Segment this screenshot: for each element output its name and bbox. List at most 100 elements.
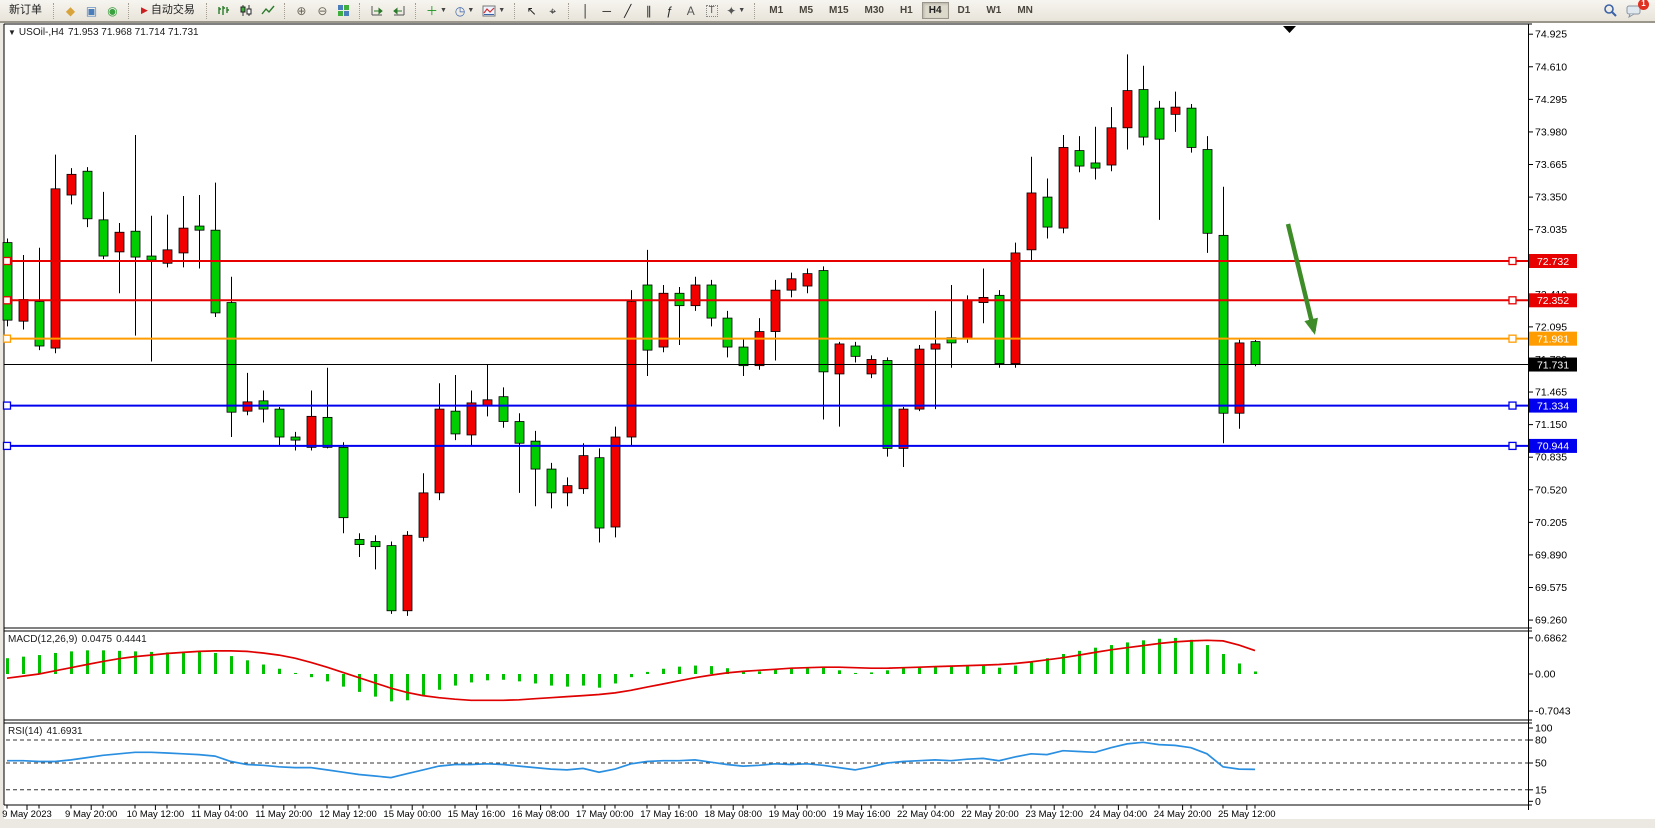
- bear-candle: [98, 219, 109, 257]
- price-tag: [1529, 438, 1577, 453]
- macd-histogram-bar: [758, 671, 761, 674]
- svg-text:19 May 16:00: 19 May 16:00: [833, 809, 891, 820]
- trendline-button[interactable]: ╱: [624, 3, 632, 18]
- mql-community-icon[interactable]: ◆: [65, 3, 76, 18]
- bull-candle: [578, 455, 589, 490]
- bull-candle: [306, 415, 317, 448]
- notifications-button[interactable]: 1: [1623, 0, 1649, 20]
- hline-resistance-line-72.352[interactable]: 72.352: [2, 293, 1578, 308]
- timeframe-m1[interactable]: M1: [769, 5, 784, 16]
- toolbar-separator: [53, 2, 56, 19]
- indicators-button[interactable]: ＋ ▼: [425, 3, 447, 18]
- timeframe-m30[interactable]: M30: [864, 5, 884, 16]
- chart-shift-marker[interactable]: [1283, 26, 1296, 33]
- price-tag: [1529, 331, 1577, 346]
- macd-histogram-bar: [1046, 658, 1049, 674]
- timeframe-w1[interactable]: W1: [986, 5, 1002, 16]
- svg-text:80: 80: [1535, 735, 1547, 747]
- bear-candle: [1138, 89, 1149, 138]
- auto-scroll-button[interactable]: [367, 2, 387, 20]
- macd-histogram-bar: [998, 667, 1001, 674]
- timeframe-mn[interactable]: MN: [1017, 5, 1033, 16]
- time-axis[interactable]: 9 May 2023 9 May 20:00 10 May 12:00 11 May …: [2, 805, 1276, 820]
- tile-windows-button[interactable]: [334, 2, 353, 20]
- timeframe-m5[interactable]: M5: [799, 5, 814, 16]
- timeframe-switcher: M1 M5 M15 M30 H1 H4 D1 W1 MN: [761, 2, 1041, 19]
- search-button[interactable]: [1600, 2, 1621, 20]
- toolbar-separator: [283, 2, 287, 19]
- macd-histogram-bar: [342, 674, 345, 687]
- macd-histogram-bar: [1014, 665, 1017, 674]
- bull-candle: [1026, 192, 1037, 251]
- svg-text:69.890: 69.890: [1535, 549, 1567, 561]
- equidistant-channel-button[interactable]: ∥: [645, 3, 652, 18]
- hline-pivot-line-71.981[interactable]: 71.981: [2, 331, 1578, 346]
- hline-support-line-71.334[interactable]: 71.334: [2, 398, 1578, 413]
- svg-text:25 May 12:00: 25 May 12:00: [1218, 809, 1276, 820]
- toolbar-separator: [414, 2, 418, 19]
- zoom-in-button[interactable]: ⊕: [296, 3, 307, 18]
- macd-histogram-bar: [966, 665, 969, 674]
- macd-histogram-bar: [774, 669, 777, 674]
- downtrend-arrow-annotation[interactable]: [1285, 223, 1318, 335]
- hline-bid-price-line-71.731[interactable]: 71.731: [4, 357, 1577, 372]
- hline-support-line-70.944[interactable]: 70.944: [2, 438, 1578, 453]
- candlestick-chart-button[interactable]: [236, 2, 256, 20]
- macd-signal-value: 0.4441: [116, 634, 147, 645]
- bull-candle: [418, 492, 429, 538]
- macd-histogram-bar: [918, 667, 921, 674]
- bull-candle: [50, 188, 61, 349]
- charts-window-icon[interactable]: ▣: [85, 3, 98, 18]
- zoom-out-button[interactable]: ⊖: [317, 3, 328, 18]
- text-label-button[interactable]: T: [702, 2, 721, 20]
- timeframe-m15[interactable]: M15: [829, 5, 849, 16]
- bull-candle: [770, 289, 781, 332]
- bull-candle: [866, 359, 877, 375]
- bull-candle: [834, 343, 845, 375]
- signals-icon[interactable]: ◉: [107, 3, 118, 18]
- macd-pane: [6, 637, 1257, 702]
- svg-text:11 May 04:00: 11 May 04:00: [191, 809, 248, 820]
- bear-candle: [882, 360, 893, 449]
- svg-text:74.295: 74.295: [1535, 94, 1567, 106]
- text-button[interactable]: A: [686, 3, 695, 18]
- bull-candle: [1058, 147, 1069, 229]
- chart-shift-button[interactable]: [389, 2, 409, 20]
- new-order-button[interactable]: 新订单: [9, 4, 42, 16]
- periods-button[interactable]: ◷ ▼: [454, 3, 475, 18]
- vertical-line-button[interactable]: │: [581, 3, 590, 18]
- shapes-button[interactable]: ✦ ▼: [726, 3, 746, 18]
- timeframe-d1[interactable]: D1: [957, 5, 971, 16]
- bear-candle: [370, 541, 381, 548]
- hline-resistance-line-72.732[interactable]: 72.732: [2, 254, 1578, 268]
- auto-trading-button[interactable]: ▶ 自动交易: [141, 4, 195, 16]
- macd-histogram-bar: [630, 674, 633, 678]
- bull-candle: [114, 231, 125, 253]
- bear-candle: [194, 225, 205, 231]
- bear-candle: [546, 468, 557, 494]
- notification-badge: 1: [1638, 0, 1649, 10]
- timeframe-h4[interactable]: H4: [921, 2, 949, 19]
- bull-candle: [690, 284, 701, 307]
- cursor-button[interactable]: ↖: [526, 3, 537, 18]
- toolbar: 新订单 ◆ ▣ ◉ ▶ 自动交易 ⊕ ⊖ ＋ ▼ ◷ ▼ ▼ ↖ ⌖ │ ─ ╱ ∥ ƒ A T ✦ ▼ M1 M5 M15 M30 H…: [0, 0, 1655, 22]
- chart-collapse-icon[interactable]: ▼: [8, 28, 16, 37]
- macd-histogram-bar: [134, 651, 137, 674]
- horizontal-line-button[interactable]: ─: [602, 3, 611, 18]
- svg-text:9 May 2023: 9 May 2023: [2, 809, 52, 820]
- toolbar-separator: [754, 2, 757, 19]
- bear-candle: [2, 242, 13, 321]
- svg-text:19 May 00:00: 19 May 00:00: [769, 809, 827, 820]
- macd-histogram-bar: [662, 668, 665, 674]
- templates-button[interactable]: ▼: [479, 2, 508, 20]
- crosshair-button[interactable]: ⌖: [549, 3, 557, 18]
- macd-histogram-bar: [230, 656, 233, 674]
- line-chart-button[interactable]: [258, 2, 278, 20]
- timeframe-h1[interactable]: H1: [899, 5, 913, 16]
- svg-text:74.925: 74.925: [1535, 29, 1567, 41]
- bear-candle: [290, 436, 301, 441]
- bar-chart-button[interactable]: [214, 2, 234, 20]
- svg-text:15 May 00:00: 15 May 00:00: [383, 809, 441, 820]
- fibonacci-button[interactable]: ƒ: [666, 3, 674, 18]
